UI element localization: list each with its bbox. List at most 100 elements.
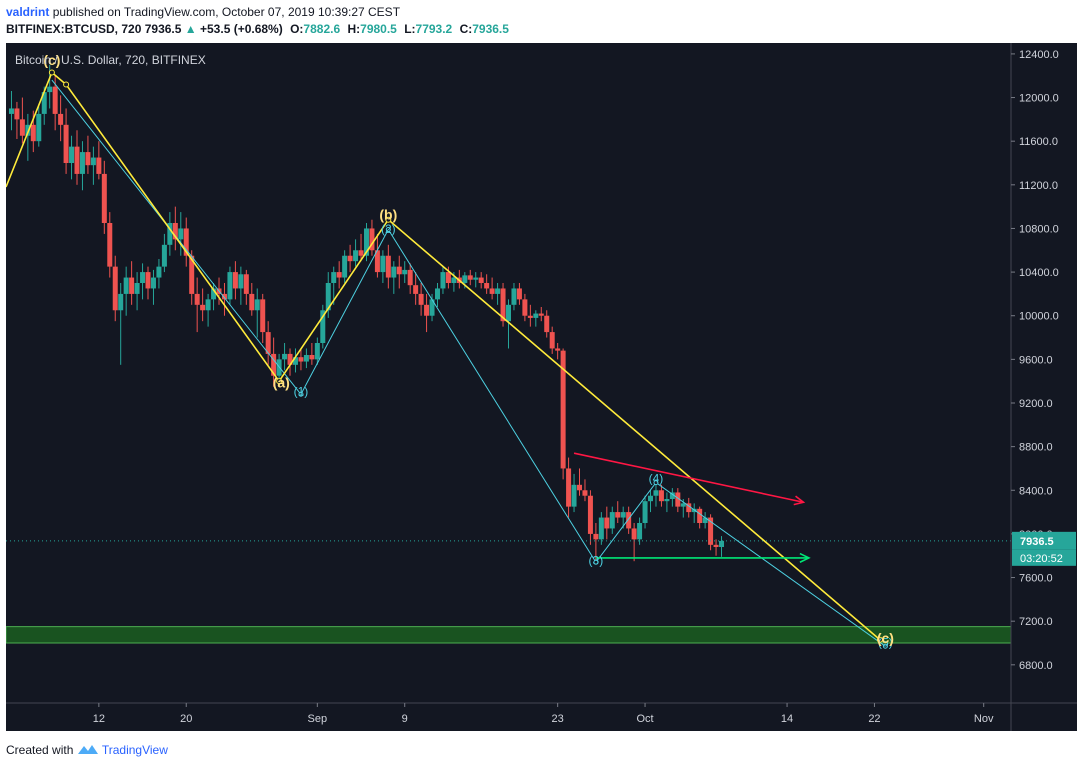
candle-body bbox=[292, 357, 298, 365]
candle-body bbox=[298, 357, 304, 362]
tradingview-brand[interactable]: TradingView bbox=[101, 743, 168, 757]
candle-body bbox=[85, 152, 91, 166]
price-tick-label: 10800.0 bbox=[1019, 223, 1059, 235]
price-tick-label: 9200.0 bbox=[1019, 398, 1053, 410]
wave-label-1: (1) bbox=[294, 384, 309, 398]
candle-body bbox=[587, 495, 593, 534]
price-tick-label: 7600.0 bbox=[1019, 573, 1053, 585]
price-tick-label: 8400.0 bbox=[1019, 485, 1053, 497]
price-tick-label: 9600.0 bbox=[1019, 354, 1053, 366]
candle-body bbox=[522, 299, 528, 316]
author-name[interactable]: valdrint bbox=[6, 5, 50, 19]
candle-body bbox=[107, 223, 113, 267]
candle-body bbox=[675, 492, 681, 507]
created-with-text: Created with bbox=[6, 743, 74, 757]
candle-body bbox=[227, 272, 233, 300]
price-tick-label: 10000.0 bbox=[1019, 311, 1059, 323]
candle-body bbox=[533, 313, 539, 318]
candle-body bbox=[396, 266, 402, 275]
candle-body bbox=[440, 272, 446, 289]
candle-body bbox=[150, 277, 156, 289]
low-label: L: bbox=[404, 22, 416, 36]
candle-body bbox=[194, 293, 200, 305]
candle-body bbox=[598, 517, 604, 540]
current-price-tag bbox=[1012, 531, 1076, 550]
time-tick-label: 12 bbox=[93, 713, 105, 725]
candle-body bbox=[8, 108, 14, 114]
candle-body bbox=[282, 353, 288, 360]
candle-body bbox=[189, 255, 195, 294]
candle-body bbox=[380, 255, 386, 273]
candle-body bbox=[19, 119, 25, 136]
candle-body bbox=[467, 275, 473, 280]
candle-body bbox=[140, 272, 146, 283]
wave-label-a: (a) bbox=[273, 375, 290, 391]
candle-body bbox=[637, 523, 643, 540]
candle-body bbox=[462, 275, 468, 283]
candle-body bbox=[719, 540, 725, 547]
candle-body bbox=[549, 332, 555, 349]
wave-label-c: (c) bbox=[43, 52, 60, 68]
wave-label-b: (b) bbox=[379, 207, 397, 223]
cyan-wave-point bbox=[882, 643, 888, 649]
symbol-info: BITFINEX:BTCUSD, 720 7936.5 ▲ +53.5 (+0.… bbox=[6, 22, 509, 36]
price-chart[interactable]: (c)(a)(b)(1)(2)(3)(4)(5)(c) 6800.07200.0… bbox=[5, 43, 1077, 731]
candle-body bbox=[271, 353, 277, 376]
publish-info: valdrint published on TradingView.com, O… bbox=[6, 4, 400, 20]
change-up-icon: ▲ bbox=[184, 22, 197, 36]
candle-body bbox=[342, 255, 348, 278]
high-value: 7980.5 bbox=[360, 22, 397, 36]
candle-body bbox=[451, 277, 457, 283]
candle-body bbox=[653, 490, 659, 496]
candle-body bbox=[79, 152, 85, 174]
price-tick-label: 11600.0 bbox=[1019, 136, 1058, 148]
candle-body bbox=[615, 512, 621, 518]
wave-label-4: (4) bbox=[649, 472, 664, 486]
candle-body bbox=[544, 315, 550, 333]
candle-body bbox=[314, 343, 320, 360]
candle-body bbox=[205, 299, 211, 311]
candle-body bbox=[429, 299, 435, 316]
candle-body bbox=[609, 512, 615, 529]
candle-body bbox=[495, 288, 501, 294]
candle-body bbox=[200, 304, 206, 311]
close-label: C: bbox=[459, 22, 473, 36]
countdown-label: 03:20:52 bbox=[1020, 553, 1063, 565]
candle-body bbox=[211, 288, 217, 300]
symbol: BITFINEX:BTCUSD bbox=[6, 22, 115, 36]
candle-body bbox=[413, 285, 419, 294]
candle-body bbox=[145, 272, 151, 289]
yellow-wave-point bbox=[385, 216, 392, 223]
candle-body bbox=[309, 355, 315, 360]
price-tick-label: 11200.0 bbox=[1019, 180, 1058, 192]
footer: Created with TradingView bbox=[6, 742, 168, 758]
candle-body bbox=[658, 490, 664, 502]
time-tick-label: 14 bbox=[781, 713, 793, 725]
candle-body bbox=[167, 223, 173, 245]
published-text: published on TradingView.com, October 07… bbox=[52, 5, 401, 19]
candle-body bbox=[41, 92, 47, 114]
candle-body bbox=[265, 332, 271, 354]
candle-body bbox=[593, 533, 599, 540]
candle-body bbox=[385, 255, 391, 278]
candle-body bbox=[129, 277, 135, 294]
candle-body bbox=[96, 157, 102, 174]
candle-body bbox=[577, 484, 583, 491]
candle-body bbox=[183, 228, 189, 256]
current-price-label: 7936.5 bbox=[1020, 536, 1054, 548]
chart-panel[interactable]: (c) (a) (b) (1) (2) (3) (4) (5) (c) 6800.0 7200.0… bbox=[5, 43, 1077, 731]
candle-body bbox=[69, 146, 75, 163]
candle-body bbox=[571, 484, 577, 507]
candle-body bbox=[123, 277, 129, 294]
candle-body bbox=[369, 228, 375, 251]
wave-label-5: (5) bbox=[878, 635, 893, 649]
candle-body bbox=[648, 495, 654, 502]
candle-body bbox=[320, 310, 326, 343]
yellow-wave-line bbox=[5, 71, 881, 641]
cyan-wave-point bbox=[593, 559, 599, 565]
candle-body bbox=[538, 313, 544, 316]
chart-background bbox=[6, 43, 1077, 731]
candle-body bbox=[358, 250, 364, 256]
candle-body bbox=[63, 124, 69, 163]
tradingview-logo-icon bbox=[77, 745, 98, 754]
